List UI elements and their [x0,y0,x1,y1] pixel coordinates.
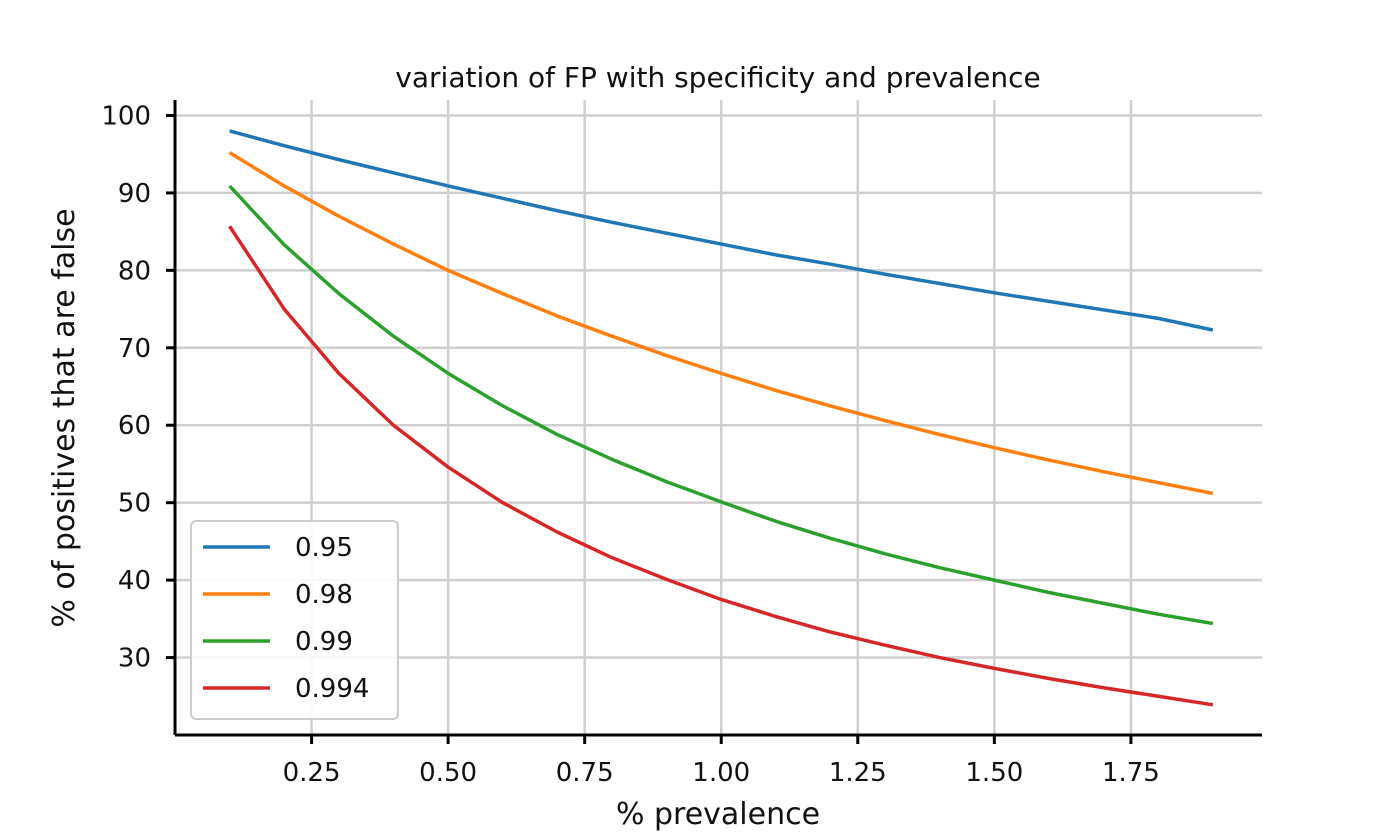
y-tick-label: 70 [118,334,151,364]
series-line-0-98 [228,151,1214,496]
x-tick-label: 1.25 [829,758,887,788]
x-tick-label: 1.50 [965,758,1023,788]
series-line-0-95 [229,129,1214,332]
x-tick-label: 0.50 [419,758,477,788]
chart-title: variation of FP with specificity and pre… [395,61,1040,94]
legend-label: 0.99 [295,627,353,657]
series-line-0-994 [228,225,1214,707]
y-tick-label: 60 [118,411,151,441]
x-tick-label: 1.00 [692,758,750,788]
x-axis-ticks: 0.25 0.50 0.75 1.00 1.25 1.50 1.75 [283,735,1160,788]
y-tick-label: 80 [118,256,151,286]
y-tick-label: 100 [101,101,151,131]
y-axis-ticks: 30 40 50 60 70 80 90 100 [101,101,175,674]
axes [173,100,1262,737]
legend-label: 0.994 [295,674,369,704]
legend-items: 0.95 0.98 0.99 0.994 [203,533,369,704]
y-axis-label: % of positives that are false [47,208,82,627]
y-tick-label: 40 [118,566,151,596]
y-tick-label: 30 [118,644,151,674]
x-tick-label: 0.25 [283,758,341,788]
x-axis-label: % prevalence [616,797,820,832]
legend: 0.95 0.98 0.99 0.994 [190,520,399,720]
x-tick-label: 0.75 [556,758,614,788]
plot-lines [228,129,1214,707]
y-tick-label: 50 [118,489,151,519]
legend-frame [190,520,399,720]
grid [175,100,1262,735]
x-tick-label: 1.75 [1102,758,1160,788]
legend-label: 0.95 [295,533,353,563]
series-line-0-99 [228,184,1214,626]
y-tick-label: 90 [118,179,151,209]
legend-label: 0.98 [295,580,353,610]
